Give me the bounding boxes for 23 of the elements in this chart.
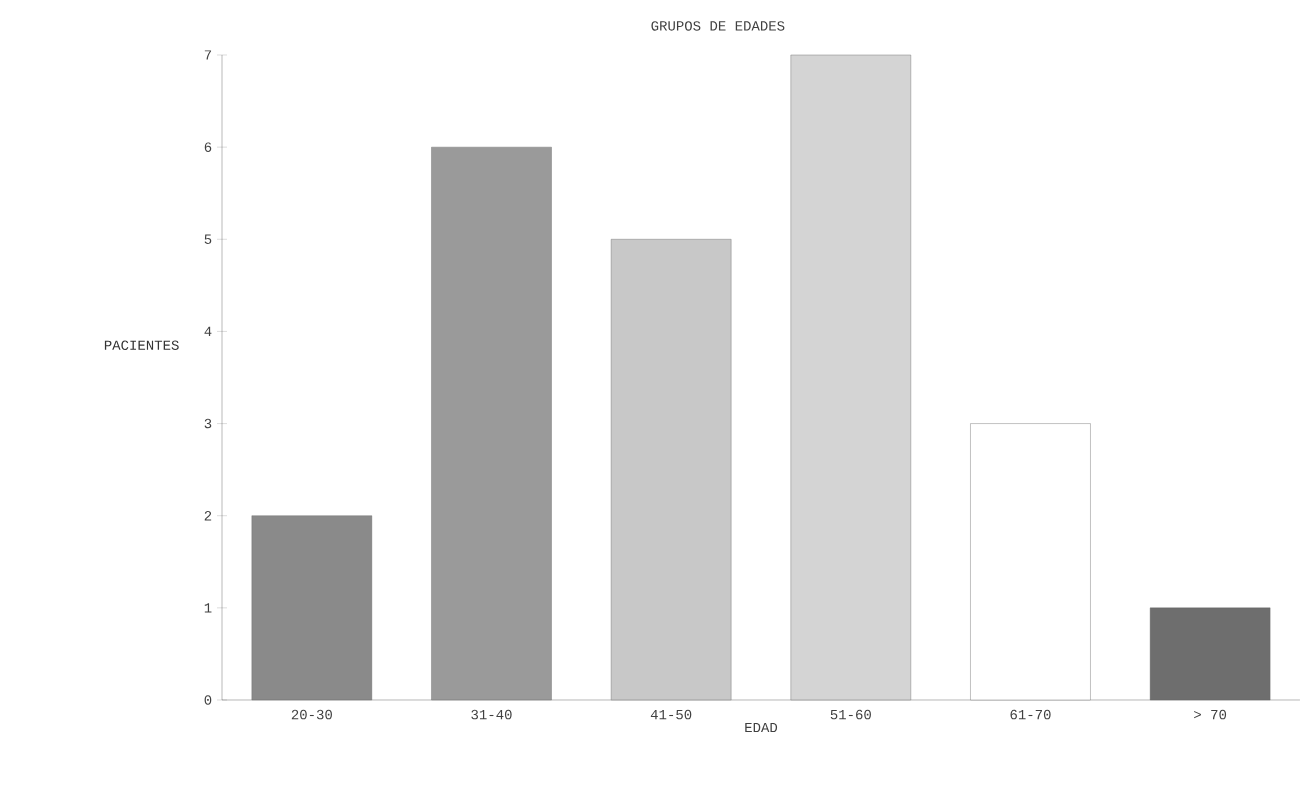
y-tick-label: 4: [204, 326, 212, 337]
y-tick-label: 2: [204, 511, 212, 521]
x-tick-label: 51-60: [830, 709, 871, 720]
y-tick-label: 5: [204, 234, 212, 244]
bar: [610, 239, 732, 701]
y-tick-label: 0: [204, 695, 212, 705]
x-tick-label: 20-30: [291, 709, 332, 720]
y-tick-label: 7: [204, 50, 212, 60]
x-axis-title: EDAD: [745, 722, 778, 733]
bar: [251, 515, 373, 701]
chart-title: GRUPOS DE EDADES: [651, 21, 785, 31]
y-tick-label: 3: [204, 418, 212, 429]
bar: [790, 54, 912, 701]
y-axis-title: PACIENTES: [104, 340, 179, 350]
y-tick-label: 1: [204, 603, 212, 613]
y-tick-label: 6: [204, 142, 212, 152]
bar: [1149, 607, 1271, 701]
bar: [431, 146, 552, 701]
bar: [970, 423, 1091, 701]
x-tick-label: 41-50: [650, 709, 692, 720]
x-tick-label: > 70: [1194, 709, 1227, 720]
x-tick-label: 31-40: [471, 709, 512, 720]
x-tick-label: 61-70: [1010, 709, 1051, 720]
